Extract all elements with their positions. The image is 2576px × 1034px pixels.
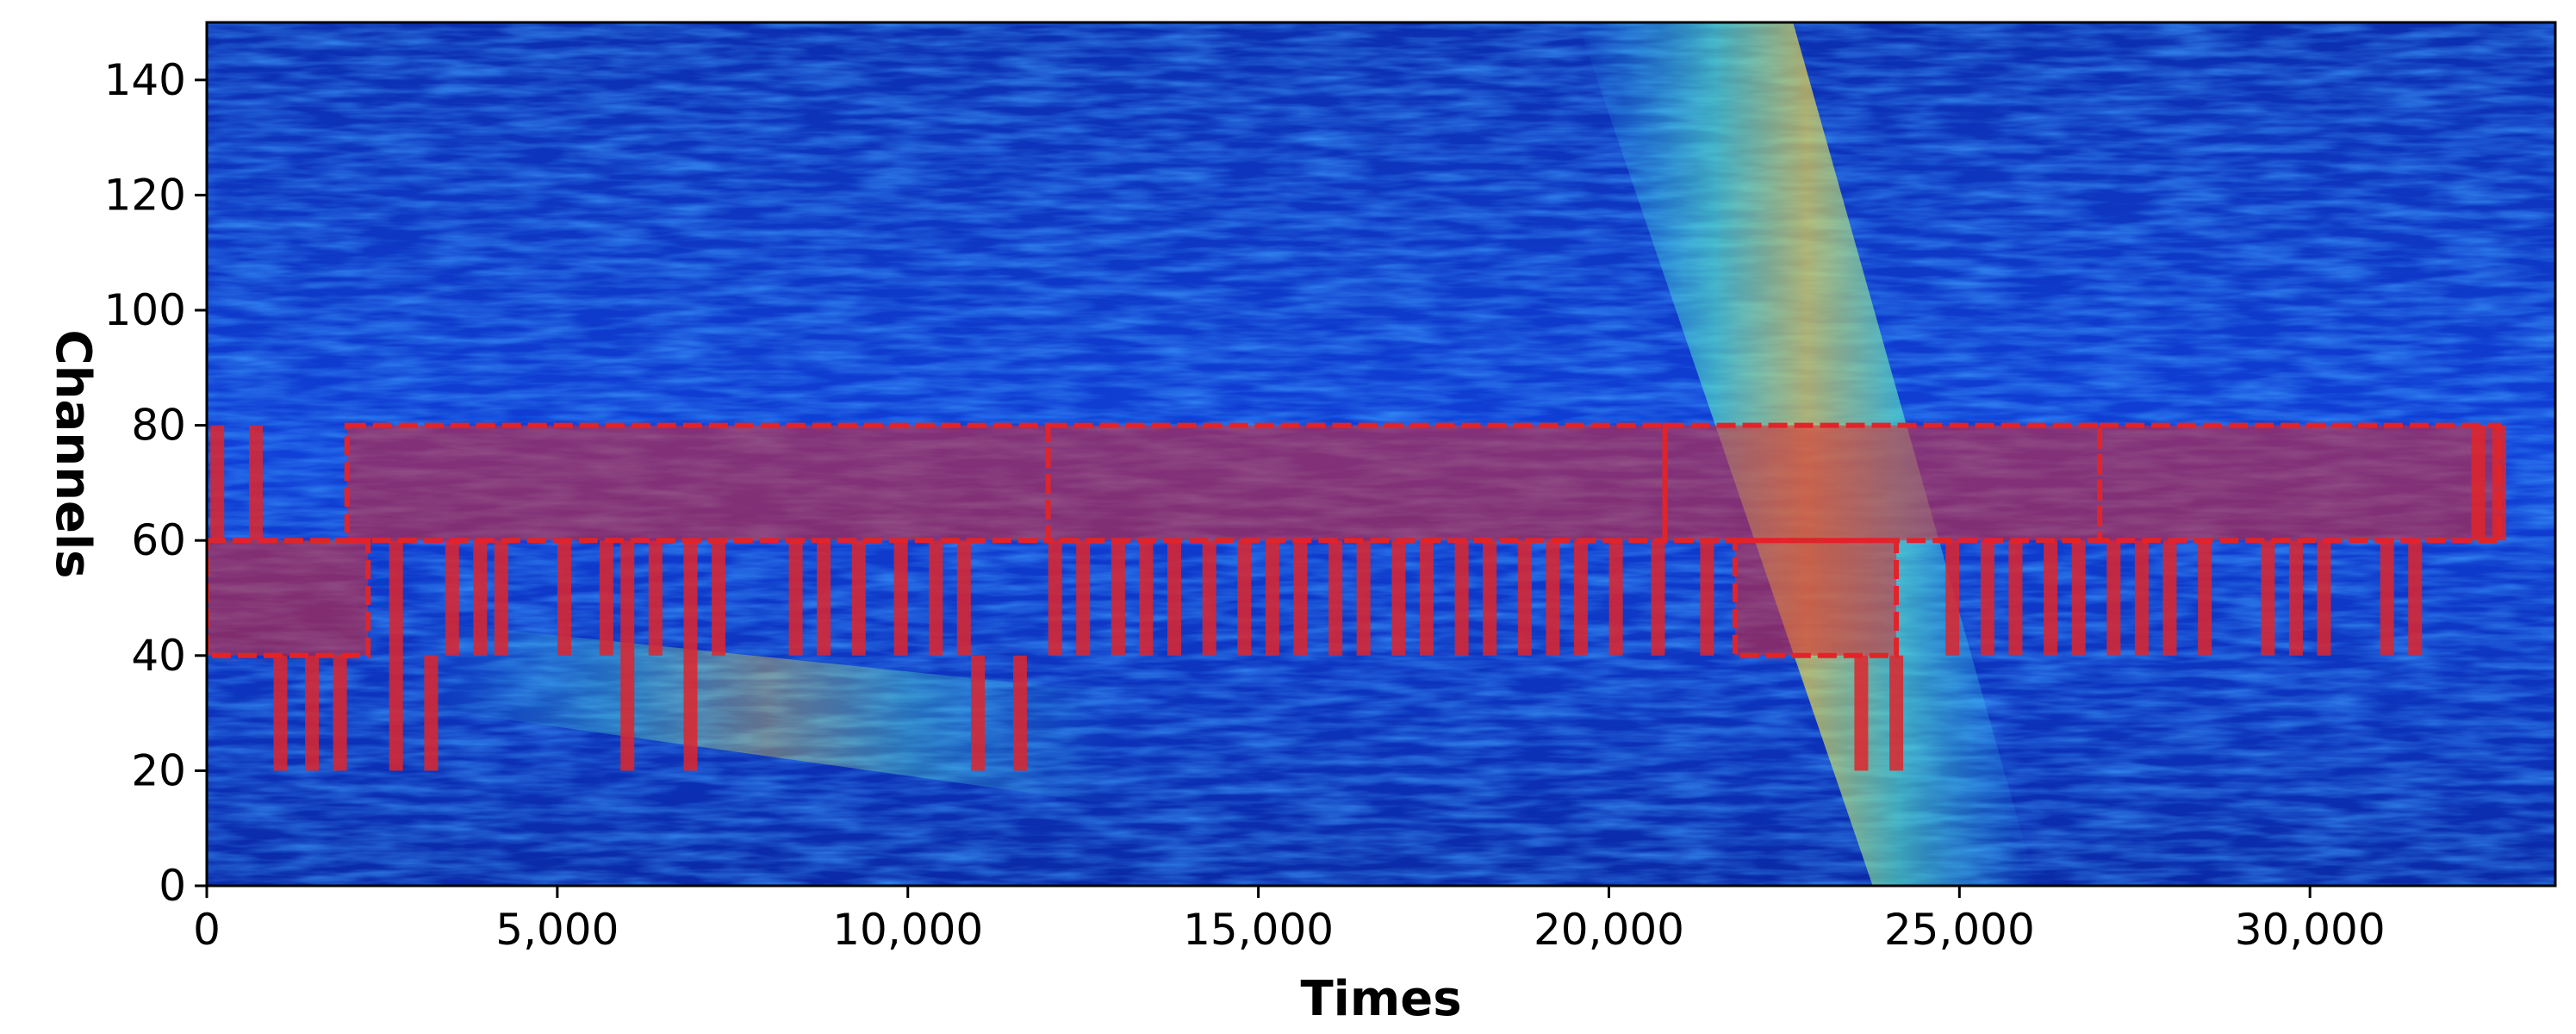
detection-strip — [2261, 540, 2275, 656]
detection-strip — [1454, 540, 1469, 656]
detection-strip — [648, 540, 663, 656]
detection-strip — [1700, 540, 1714, 656]
x-tick-label: 10,000 — [832, 905, 983, 955]
detection-strip — [389, 540, 403, 771]
detection-box — [344, 422, 1051, 544]
detection-strip — [2071, 540, 2086, 656]
detection-strip — [620, 540, 635, 771]
detection-box — [1045, 422, 1668, 544]
detection-box — [1662, 422, 2103, 544]
y-tick-label: 140 — [104, 55, 186, 105]
detection-strip — [1483, 540, 1497, 656]
detection-strip — [929, 540, 943, 656]
detection-strip — [851, 540, 866, 656]
y-tick-label: 60 — [131, 515, 186, 565]
detection-strip — [1111, 540, 1125, 656]
x-tick-label: 30,000 — [2235, 905, 2386, 955]
detection-strip — [1608, 540, 1623, 656]
x-tick-label: 5,000 — [495, 905, 619, 955]
detection-box — [207, 538, 371, 658]
detection-strip — [1139, 540, 1154, 656]
detection-strip — [2134, 540, 2149, 656]
plot-frame — [205, 21, 2557, 888]
detection-strip — [557, 540, 572, 656]
detection-strip — [1048, 540, 1062, 656]
y-tick-label: 80 — [131, 401, 186, 451]
detection-box — [2097, 422, 2502, 544]
y-tick-label: 0 — [159, 861, 186, 911]
detection-strip — [1546, 540, 1560, 656]
detection-strip — [893, 540, 908, 656]
y-tick-label: 20 — [131, 745, 186, 795]
detection-strip — [1293, 540, 1308, 656]
detection-strip — [1012, 655, 1027, 771]
detection-strip — [1980, 540, 1994, 656]
x-axis-title: Times — [1300, 971, 1461, 1027]
detection-strip — [1945, 540, 1960, 656]
y-tick-label: 120 — [104, 170, 186, 220]
detection-strip — [817, 540, 831, 656]
detection-strip — [305, 655, 320, 771]
detection-strip — [599, 540, 613, 656]
detection-strip — [2198, 540, 2212, 656]
x-tick-label: 25,000 — [1884, 905, 2035, 955]
detection-strip — [1328, 540, 1343, 656]
detection-strip — [2008, 540, 2023, 656]
detection-strip — [2471, 425, 2486, 541]
detection-strip — [210, 425, 225, 541]
detection-strip — [2288, 540, 2303, 656]
detection-strip — [1573, 540, 1588, 656]
detection-strip — [1167, 540, 1181, 656]
detection-strip — [1651, 540, 1665, 656]
detection-strip — [2317, 540, 2331, 656]
detection-strip — [2162, 540, 2177, 656]
x-tick-label: 20,000 — [1534, 905, 1684, 955]
detection-strip — [248, 425, 263, 541]
detection-strip — [956, 540, 971, 656]
y-axis-title: Channels — [45, 330, 101, 579]
x-tick-label: 15,000 — [1183, 905, 1334, 955]
detection-strip — [2106, 540, 2121, 656]
detection-strip — [445, 540, 459, 656]
detection-strip — [683, 540, 698, 771]
x-tick-label: 0 — [193, 905, 221, 955]
detection-strip — [2044, 540, 2058, 656]
detection-strip — [2492, 425, 2506, 541]
detection-strip — [788, 540, 803, 656]
detection-strip — [1391, 540, 1406, 656]
y-tick-label: 100 — [104, 285, 186, 335]
detection-strip — [333, 655, 347, 771]
detection-strip — [2408, 540, 2423, 656]
detection-strip — [1237, 540, 1252, 656]
detection-strip — [1419, 540, 1434, 656]
plot-area — [207, 22, 2555, 886]
detection-strip — [2380, 540, 2394, 656]
detection-strip — [424, 655, 439, 771]
detection-strip — [1889, 655, 1904, 771]
detection-strip — [1854, 655, 1869, 771]
detection-strip — [1076, 540, 1091, 656]
detection-strip — [494, 540, 508, 656]
detection-strip — [1356, 540, 1371, 656]
detection-strip — [1202, 540, 1216, 656]
detection-strip — [971, 655, 986, 771]
signal-band — [417, 620, 1118, 806]
y-tick-label: 40 — [131, 631, 186, 681]
detection-strip — [1517, 540, 1532, 656]
detection-box — [1732, 538, 1900, 658]
detection-strip — [473, 540, 488, 656]
detection-strip — [273, 655, 288, 771]
detection-strip — [1265, 540, 1279, 656]
detection-strip — [712, 540, 726, 656]
